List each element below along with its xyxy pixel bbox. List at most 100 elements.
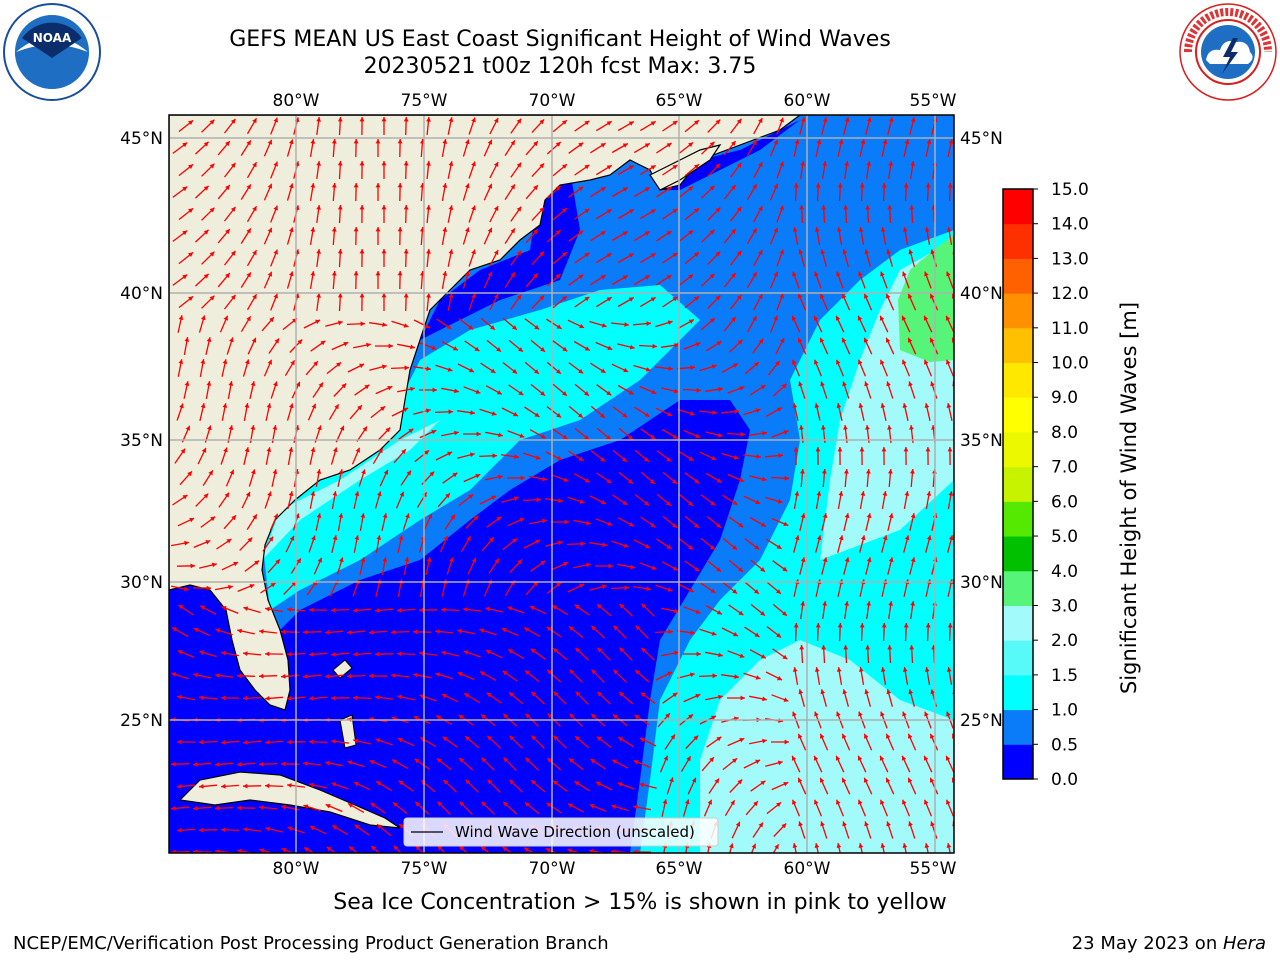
wind-arrow-head [773,227,778,233]
wind-arrow-head [385,427,391,433]
wind-arrow-head [359,249,365,254]
wind-arrow-head [882,535,888,541]
wind-arrow-head [945,315,951,321]
wind-arrow-head [182,142,188,148]
wind-arrow-head [246,140,251,146]
wind-arrow-head [580,541,585,547]
wind-arrow [956,645,957,663]
wind-arrow-head [268,536,274,542]
wave-zone-light-blue [262,420,440,560]
wind-arrow-head [732,588,738,594]
wind-arrow-head [693,735,699,741]
wind-arrow-head [343,342,349,347]
wind-arrow-head [635,625,641,631]
wind-arrow-head [784,739,789,745]
wind-arrow-head [331,739,336,744]
wind-arrow-head [715,251,721,257]
wind-arrow-head [910,469,915,474]
wind-arrow-head [816,535,822,541]
wind-arrow-head [331,183,337,188]
wind-arrow-head [496,516,502,522]
wind-arrow-head [304,847,310,852]
wind-arrow-head [182,230,188,236]
wind-arrow-head [731,273,736,278]
wind-arrow-head [695,609,701,614]
wind-arrow-head [449,557,454,563]
wind-arrow-head [437,801,443,807]
wind-arrow-head [815,447,821,452]
wind-arrow-head [513,496,519,502]
footer-date-text: 23 May 2023 on [1071,933,1223,954]
wind-arrow-head [690,630,695,635]
wind-arrow-head [171,672,177,677]
wind-arrow-head [353,227,359,232]
wind-arrow-head [316,249,321,254]
wind-arrow-head [366,342,371,348]
wind-arrow-head [244,403,250,408]
wind-arrow-head [822,601,827,606]
wind-arrow-head [924,359,929,365]
wind-arrow-head [424,450,430,455]
wind-arrow-head [410,344,415,350]
wind-arrow-head [754,544,760,550]
wind-arrow-head [752,184,757,190]
wind-arrow-head [776,632,782,638]
wind-arrow-head [650,209,656,214]
wind-arrow-head [512,325,517,330]
wind-arrow-head [414,758,420,764]
wind-arrow-head [558,498,563,503]
wind-arrow-head [596,736,602,742]
wind-arrow-head [718,652,723,658]
wind-arrow-head [399,491,404,497]
wind-arrow-head [586,520,591,526]
wind-arrow-head [272,469,278,474]
wind-arrow-head [650,165,656,170]
wind-arrow-head [382,322,387,327]
colorbar-frame [1002,188,1034,780]
wind-arrow-head [199,695,204,700]
wind-arrow-head [820,689,826,695]
wind-arrow-head [507,606,513,611]
lon-labels-top: 80°W 75°W 70°W 65°W 60°W 55°W [273,91,957,111]
wind-arrow-head [695,342,701,347]
wind-arrow-head [563,562,569,567]
wind-arrow-head [666,544,672,549]
wind-arrow-head [930,689,936,695]
wind-arrow-head [584,435,589,440]
wind-arrow-head [945,755,951,761]
wind-arrow-head [510,228,515,234]
wind-arrow-head [471,117,476,123]
wind-arrow-head [711,364,717,369]
wind-arrow-head [760,611,765,616]
wave-zone-cyan [260,285,700,610]
wind-arrow-head [557,455,562,461]
wind-arrow-head [758,162,763,168]
wind-arrow-head [624,585,629,591]
wind-arrow-head [177,694,182,700]
wind-arrow-head [415,801,421,807]
wind-arrow-head [188,120,194,125]
wind-arrow-head [619,692,625,697]
wind-arrow-head [710,500,716,506]
wind-arrow-head [332,535,338,541]
wind-arrow-head [858,359,863,365]
wind-arrow-head [880,359,885,365]
colorbar-label: Significant Height of Wind Waves [m] [1117,301,1141,695]
wind-arrow-head [431,345,437,350]
wind-arrow-head [644,500,650,506]
wind-arrow-head [209,251,215,257]
wind-arrow-head [606,297,612,302]
wind-arrow-head [562,296,567,301]
wind-arrow-head [734,409,739,414]
colorbar-tick-label: 9.0 [1051,388,1078,408]
wind-arrow-head [792,359,797,365]
wind-arrow-head [199,827,204,833]
wind-arrow-head [341,383,347,389]
wind-arrow-head [221,606,227,611]
lon-label: 70°W [529,859,576,879]
wind-arrow-head [799,205,805,210]
wind-arrow-head [644,187,650,192]
wind-arrow-head [452,346,458,351]
wind-arrow-head [798,293,803,299]
wind-arrow-head [838,535,844,541]
